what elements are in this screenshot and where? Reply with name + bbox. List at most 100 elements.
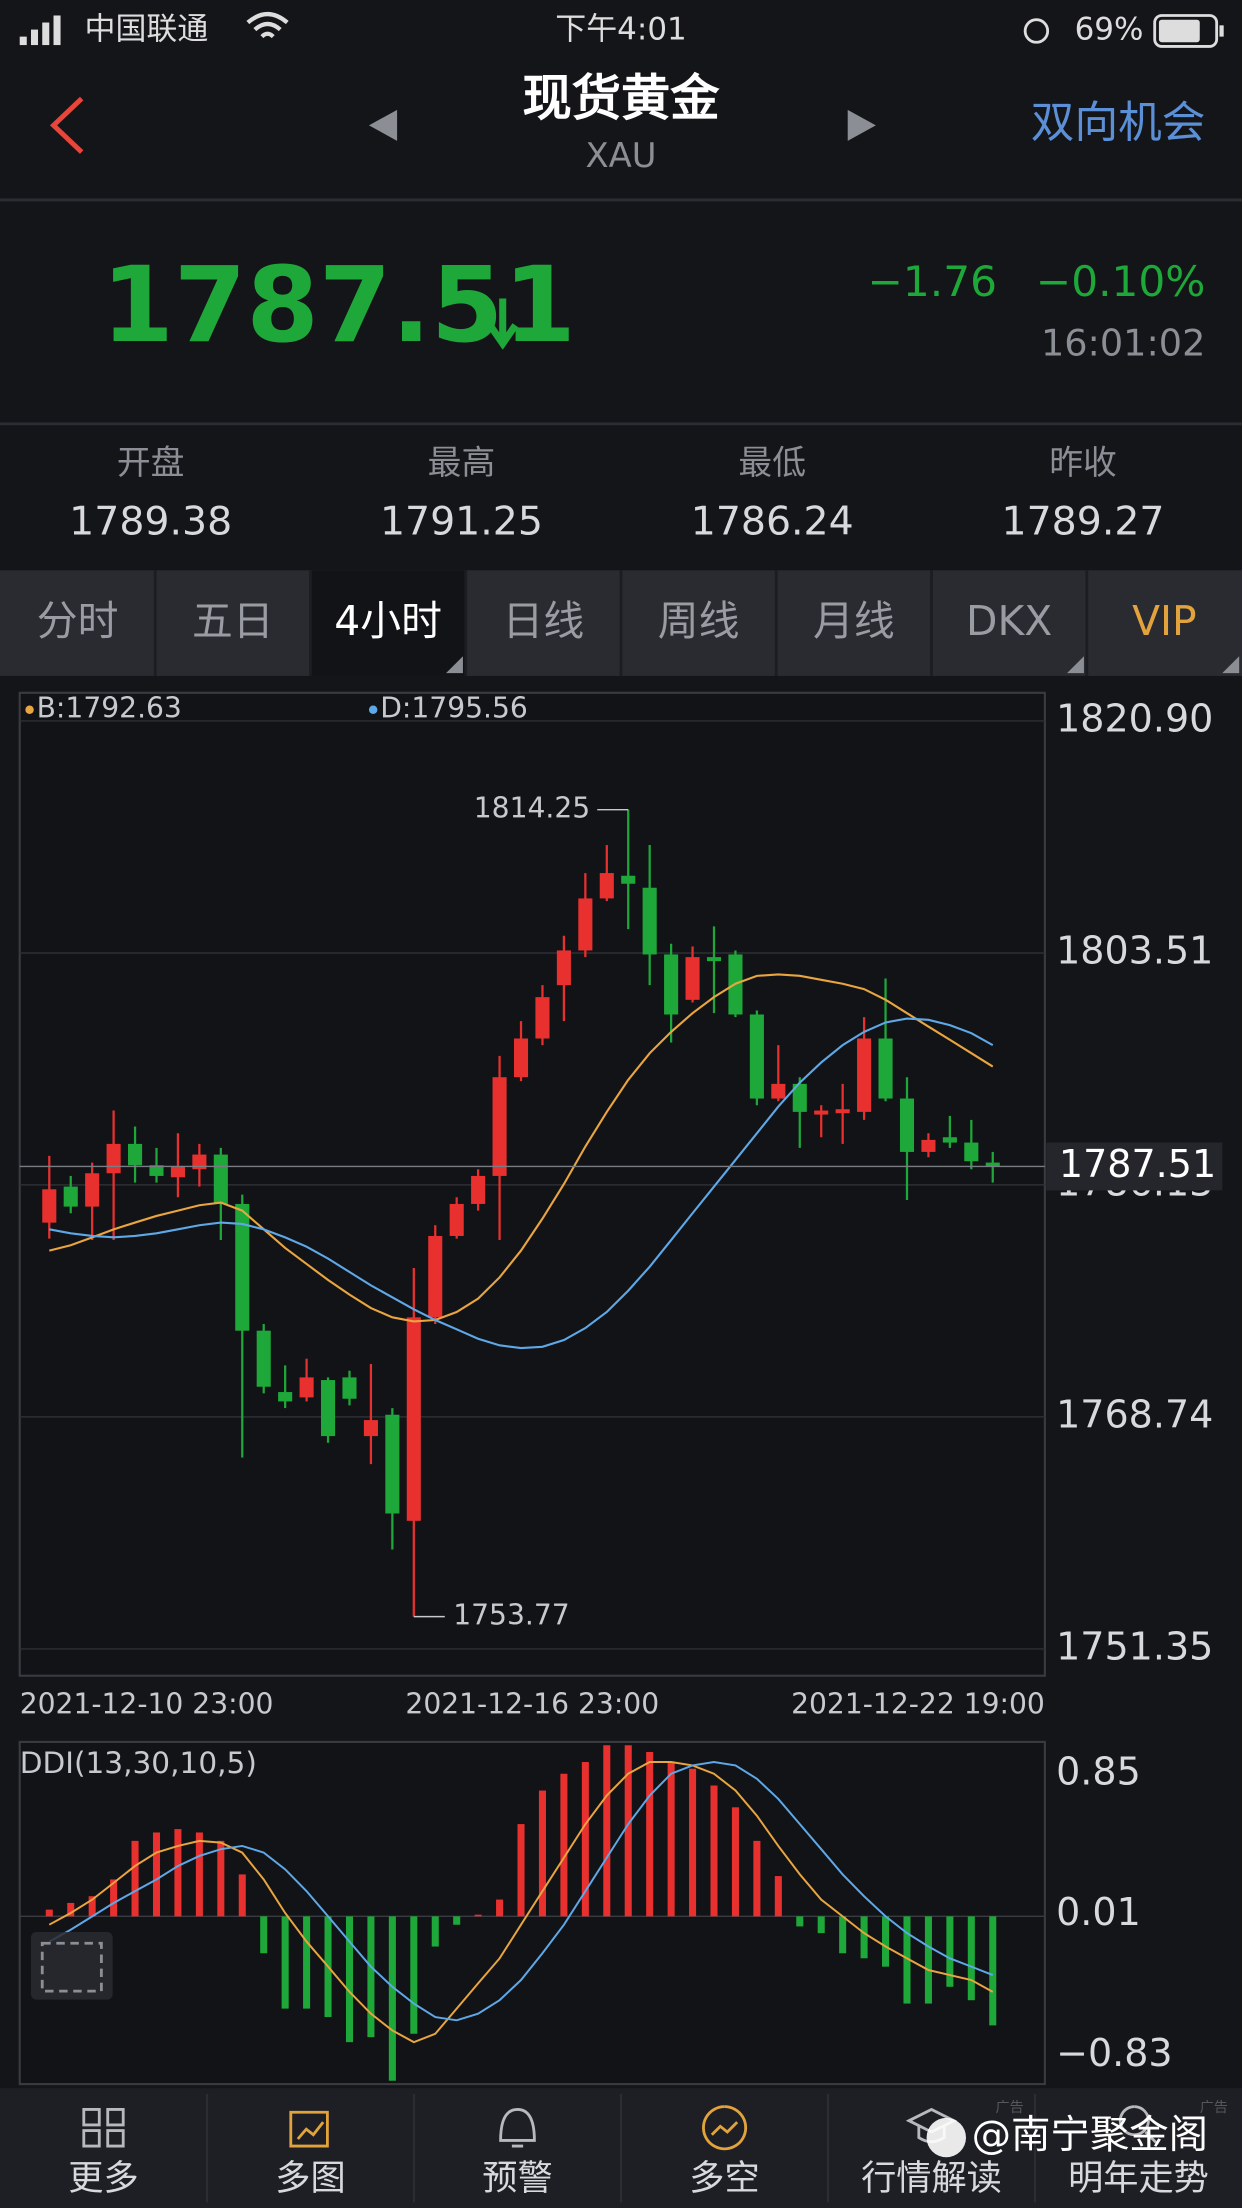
nav-label: 预警 (482, 2158, 552, 2199)
candle-body (535, 997, 550, 1039)
candle-body (706, 957, 722, 962)
watermark: @南宁聚金阁 (972, 2112, 1208, 2158)
candle-body (385, 1414, 400, 1514)
high-label: 1814.25 (474, 792, 590, 825)
legend-dot (368, 705, 378, 714)
indicator-line (48, 1761, 994, 2022)
histogram-bar (367, 1916, 375, 2038)
legend-entry: D:1795.56 (380, 692, 528, 725)
histogram-bar (817, 1916, 825, 1934)
candle-body (213, 1154, 228, 1204)
y-tick-label: 1768.74 (1056, 1392, 1213, 1436)
candle-body (771, 1083, 786, 1099)
nav-icon (499, 2108, 536, 2148)
histogram-bar (646, 1751, 654, 1917)
histogram-bar (474, 1914, 482, 1917)
candle-body (128, 1143, 143, 1166)
nav-item[interactable]: 多图 (275, 2110, 346, 2199)
legend-dot (25, 705, 34, 714)
histogram-bar (689, 1768, 697, 1917)
stat-label: 昨收 (1049, 443, 1117, 482)
candle-body (406, 1317, 421, 1521)
histogram-bar (431, 1916, 439, 1947)
legend-entry: B:1792.63 (37, 692, 182, 725)
tab[interactable]: 五日 (192, 597, 274, 645)
candle-body (320, 1380, 336, 1437)
subtitle: XAU (586, 136, 657, 175)
action-link[interactable]: 双向机会 (1031, 97, 1206, 148)
candle-body (299, 1377, 314, 1398)
last-price-box (1046, 1142, 1223, 1191)
tab[interactable]: VIP (1132, 597, 1197, 645)
histogram-bar (860, 1916, 868, 1959)
histogram-bar (260, 1916, 268, 1954)
candle-body (685, 957, 700, 1000)
histogram-bar (774, 1876, 782, 1917)
charts: 1820.901803.511786.131768.741751.35B:179… (18, 692, 1223, 2086)
nav-item[interactable]: 预警 (482, 2108, 553, 2199)
candle-body (964, 1142, 979, 1162)
candle-body (428, 1235, 443, 1318)
overlay-toggle[interactable] (30, 1932, 113, 2000)
candle-body (878, 1038, 893, 1099)
back-button[interactable] (49, 96, 84, 154)
nav-item[interactable]: 多空 (689, 2105, 760, 2199)
tab[interactable]: 4小时 (334, 597, 442, 645)
nav-icon (702, 2105, 748, 2151)
nav-label: 多空 (689, 2158, 759, 2199)
tab-active (310, 570, 466, 676)
histogram-bar (967, 1916, 975, 2001)
overlay-toggle-bg (30, 1932, 113, 2000)
histogram-bar (731, 1807, 739, 1917)
candle-body (621, 875, 636, 884)
stat-value: 1789.38 (69, 498, 232, 544)
stat-value: 1786.24 (691, 498, 854, 544)
nav-icon (289, 2110, 329, 2148)
nav-item[interactable]: 明年走势 (1068, 2105, 1209, 2199)
y-tick-label: 1751.35 (1056, 1624, 1213, 1668)
candle-body (492, 1077, 507, 1176)
overlay-toggle-icon (40, 1941, 103, 1993)
nav-icon (82, 2108, 125, 2148)
stat-value: 1789.27 (1002, 498, 1165, 544)
histogram-bar (131, 1840, 139, 1917)
x-tick-label: 2021-12-10 23:00 (20, 1687, 274, 1720)
histogram-bar (45, 1909, 53, 1917)
histogram-bar (796, 1916, 804, 1927)
candle-body (106, 1143, 121, 1174)
carrier: 中国联通 (84, 11, 208, 47)
histogram-bar (110, 1879, 118, 1917)
histogram-bar (388, 1916, 396, 2081)
nav-item[interactable]: 行情解读 (861, 2107, 1002, 2199)
y-tick-label: 1803.51 (1056, 928, 1213, 972)
indicator-title: DDI(13,30,10,5) (20, 1746, 257, 1780)
histogram-bar (538, 1790, 546, 1917)
candle-body (278, 1392, 293, 1402)
plot-frame (18, 1740, 1046, 2086)
quote-time: 16:01:02 (1041, 322, 1205, 365)
x-tick-label: 2021-12-22 19:00 (791, 1687, 1045, 1720)
tab[interactable]: DKX (966, 597, 1052, 645)
candle-body (599, 873, 614, 899)
next-button[interactable] (847, 109, 876, 141)
stats: 开盘 1789.38 最高 1791.25 最低 1786.24 昨收 1789.27 (69, 443, 1164, 544)
prev-button[interactable] (368, 109, 398, 141)
candle-body (578, 898, 593, 951)
tab[interactable]: 日线 (503, 597, 585, 645)
x-tick-label: 2021-12-16 23:00 (405, 1687, 659, 1720)
histogram-bar (560, 1773, 568, 1917)
histogram-bar (410, 1916, 418, 2034)
candle-body (192, 1154, 207, 1170)
tab-corner (446, 656, 463, 674)
nav-item[interactable]: 更多 (68, 2108, 139, 2199)
tab[interactable]: 月线 (813, 597, 895, 645)
y-tick-label: −0.83 (1056, 2031, 1173, 2075)
tab[interactable]: 分时 (37, 597, 119, 645)
candle-body (814, 1110, 829, 1115)
low-label: 1753.77 (453, 1599, 569, 1632)
candle-body (63, 1186, 78, 1207)
candle-body (235, 1203, 250, 1331)
tab[interactable]: 周线 (658, 597, 740, 645)
histogram-bar (667, 1762, 675, 1917)
